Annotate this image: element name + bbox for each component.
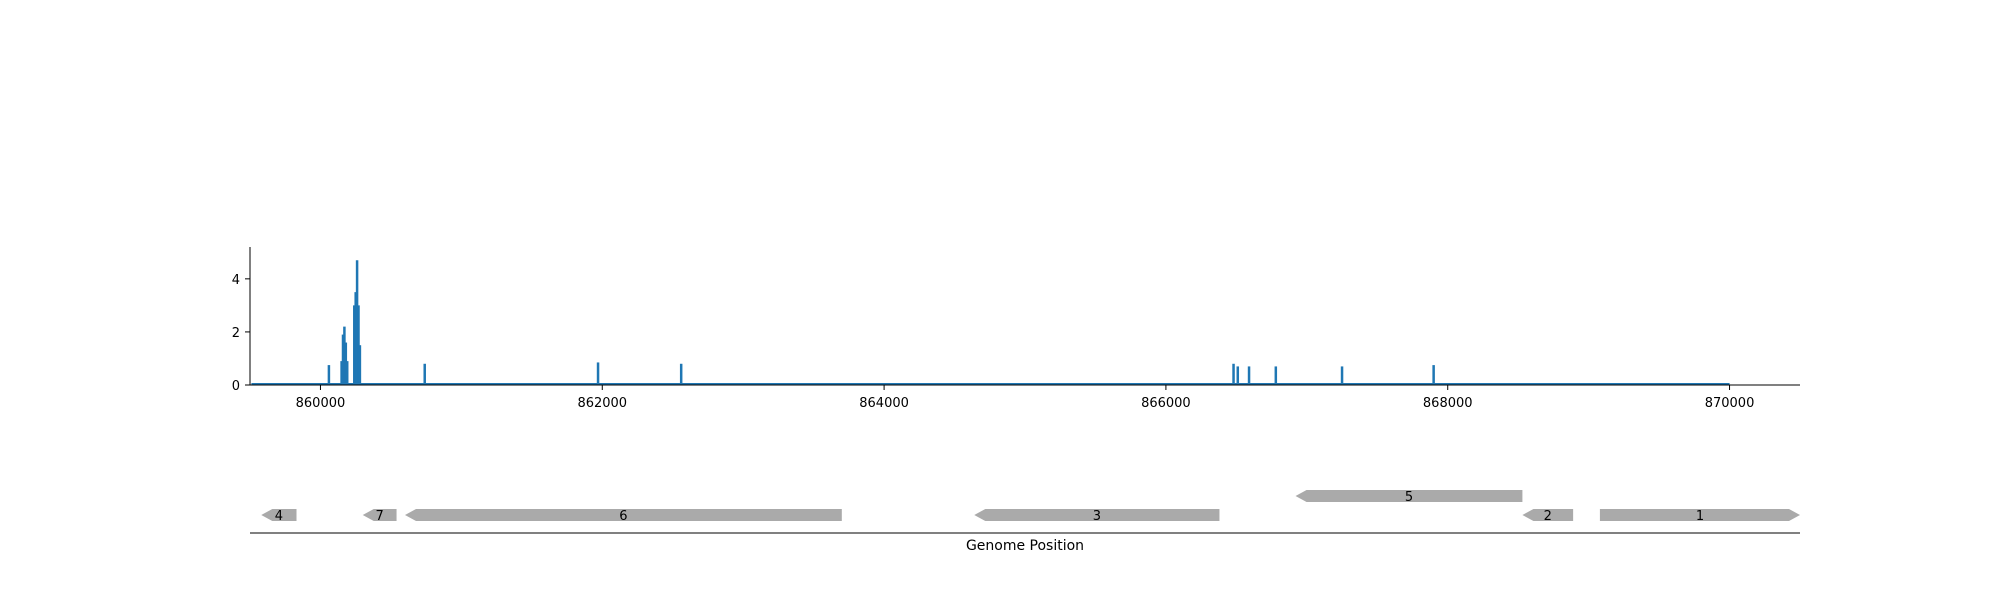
gene-label: 4 (275, 509, 283, 524)
gene-arrow (405, 509, 842, 521)
gene-label: 6 (619, 509, 627, 524)
gene-arrow (974, 509, 1220, 521)
gene-arrow (1295, 490, 1523, 502)
gene-feature-4: 4 (261, 509, 297, 524)
gene-feature-6: 6 (405, 509, 842, 524)
y-tick-label: 2 (232, 326, 240, 341)
y-tick-label: 0 (232, 379, 240, 394)
y-tick-label: 4 (232, 273, 240, 288)
x-tick-label: 862000 (577, 396, 627, 411)
gene-feature-5: 5 (1295, 490, 1523, 505)
gene-arrow (1599, 509, 1800, 521)
gene-feature-7: 7 (362, 509, 397, 524)
coverage-plot: 860000 862000 864000 866000 868000 870000 0 2 4 (232, 247, 1800, 411)
x-tick-label: 866000 (1141, 396, 1191, 411)
gene-feature-3: 3 (974, 509, 1220, 524)
gene-feature-1: 1 (1599, 509, 1800, 524)
gene-arrow (261, 509, 297, 521)
gene-map-x-axis-title: Genome Position (966, 538, 1084, 554)
gene-label: 3 (1093, 509, 1101, 524)
y-axis-ticks: 0 2 4 (232, 273, 250, 394)
gene-map: 4 7 6 3 5 2 1 Genome Position (250, 490, 1800, 554)
gene-arrow (1522, 509, 1574, 521)
gene-feature-2: 2 (1522, 509, 1574, 524)
x-tick-label: 870000 (1705, 396, 1755, 411)
gene-features: 4 7 6 3 5 2 1 (261, 490, 1800, 524)
gene-label: 1 (1696, 509, 1704, 524)
x-axis-ticks: 860000 862000 864000 866000 868000 870000 (296, 385, 1755, 411)
x-tick-label: 864000 (859, 396, 909, 411)
coverage-bars (327, 260, 1435, 385)
x-tick-label: 860000 (296, 396, 346, 411)
gene-label: 7 (375, 509, 383, 524)
gene-label: 2 (1544, 509, 1552, 524)
gene-label: 5 (1405, 490, 1413, 505)
gene-arrow (362, 509, 397, 521)
x-tick-label: 868000 (1423, 396, 1473, 411)
